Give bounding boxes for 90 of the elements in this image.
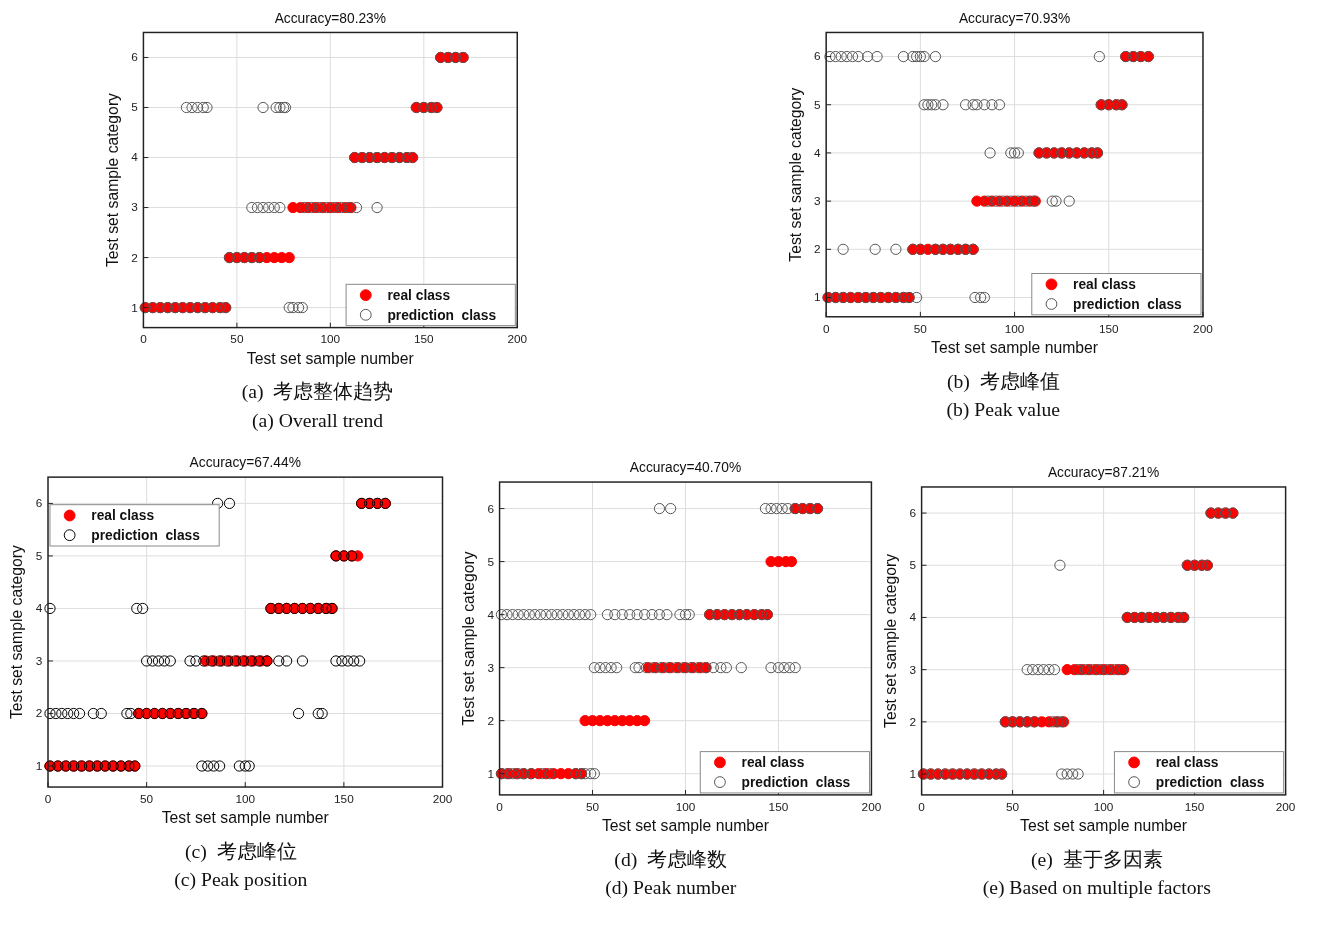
legend-label: real class [1155, 755, 1219, 771]
x-tick-label: 100 [235, 791, 256, 806]
y-tick-label: 3 [909, 662, 917, 677]
legend-label: real class [1073, 277, 1137, 293]
x-tick-label: 150 [334, 791, 355, 806]
chart-title: Accuracy=87.21% [1047, 465, 1160, 481]
x-tick-label: 50 [585, 799, 600, 814]
x-tick-label: 50 [230, 332, 244, 347]
x-tick-label: 200 [1193, 321, 1214, 336]
legend-label: prediction class [91, 528, 201, 544]
text: (b) Peak value [946, 398, 1061, 422]
text: (e) Based on multiple factors [982, 876, 1211, 900]
x-tick-label: 0 [44, 791, 52, 806]
y-axis-title: Test set sample category [103, 92, 121, 268]
x-tick-label: 100 [1093, 799, 1114, 814]
text: (d) 考虑峰数 [614, 847, 728, 871]
y-tick-label: 6 [487, 501, 495, 516]
legend-label: prediction class [1155, 775, 1265, 791]
y-tick-label: 2 [35, 706, 43, 721]
y-tick-label: 3 [35, 653, 43, 668]
x-tick-label: 0 [822, 321, 830, 336]
y-axis-title: Test set sample category [882, 553, 900, 728]
x-tick-label: 200 [1275, 799, 1296, 814]
x-tick-label: 200 [861, 799, 882, 814]
y-axis-title: Test set sample category [786, 87, 804, 262]
x-tick-label: 100 [675, 799, 696, 814]
y-tick-label: 1 [131, 300, 138, 315]
y-tick-label: 4 [487, 607, 495, 622]
x-tick-label: 200 [432, 791, 453, 806]
x-axis-title: Test set sample number [246, 350, 414, 367]
text: (a) Overall trend [252, 408, 384, 432]
legend-label: real class [387, 288, 451, 304]
y-tick-label: 2 [131, 250, 138, 265]
y-tick-label: 6 [814, 49, 822, 64]
legend-label: real class [741, 755, 805, 771]
y-tick-label: 4 [35, 601, 43, 616]
y-tick-label: 2 [487, 713, 494, 728]
y-axis-title: Test set sample category [8, 544, 26, 720]
y-tick-label: 5 [909, 558, 917, 573]
y-tick-label: 5 [131, 100, 139, 115]
x-tick-label: 150 [413, 332, 435, 347]
x-tick-label: 50 [913, 321, 928, 336]
text: (c) 考虑峰位 [185, 839, 297, 863]
y-tick-label: 6 [35, 496, 43, 511]
x-tick-label: 200 [507, 332, 528, 347]
y-tick-label: 3 [487, 660, 495, 675]
chart-title: Accuracy=67.44% [189, 455, 301, 471]
y-tick-label: 5 [487, 554, 495, 569]
chart-title: Accuracy=70.93% [958, 10, 1071, 26]
x-tick-label: 0 [918, 799, 926, 814]
x-axis-title: Test set sample number [1020, 817, 1188, 835]
x-tick-label: 150 [1098, 321, 1120, 336]
y-tick-label: 2 [814, 242, 821, 257]
text: (c) Peak position [174, 868, 308, 892]
y-tick-label: 4 [131, 150, 139, 165]
text: (b) 考虑峰值 [946, 369, 1060, 393]
y-tick-label: 6 [131, 50, 139, 65]
chart-title: Accuracy=80.23% [274, 10, 387, 26]
y-tick-label: 4 [909, 610, 917, 625]
legend-label: prediction class [1073, 296, 1183, 312]
x-tick-label: 50 [140, 791, 154, 806]
text: (e) 基于多因素 [1030, 847, 1163, 871]
legend-label: prediction class [741, 775, 851, 791]
y-axis-title: Test set sample category [459, 551, 477, 726]
y-tick-label: 4 [814, 145, 822, 160]
x-axis-title: Test set sample number [931, 339, 1099, 357]
x-tick-label: 150 [768, 799, 789, 814]
legend-label: real class [91, 508, 155, 524]
x-tick-label: 150 [1184, 799, 1205, 814]
chart-title: Accuracy=40.70% [629, 460, 742, 476]
text: (a) 考虑整体趋势 [241, 380, 394, 404]
x-tick-label: 0 [140, 332, 148, 347]
x-tick-label: 50 [1006, 799, 1020, 814]
legend-label: prediction class [387, 307, 497, 323]
y-tick-label: 1 [487, 766, 494, 781]
text: (d) Peak number [605, 876, 737, 900]
x-tick-label: 100 [1004, 321, 1025, 336]
y-tick-label: 1 [814, 290, 821, 305]
y-tick-label: 3 [814, 194, 822, 209]
y-tick-label: 6 [909, 506, 917, 520]
y-tick-label: 1 [35, 758, 43, 773]
x-tick-label: 100 [320, 332, 341, 347]
y-tick-label: 2 [909, 714, 917, 729]
y-tick-label: 5 [35, 548, 43, 563]
y-tick-label: 3 [131, 200, 139, 215]
y-tick-label: 1 [909, 766, 917, 781]
y-tick-label: 5 [814, 97, 822, 112]
x-axis-title: Test set sample number [161, 809, 329, 827]
x-tick-label: 0 [496, 799, 504, 814]
x-axis-title: Test set sample number [601, 817, 770, 835]
